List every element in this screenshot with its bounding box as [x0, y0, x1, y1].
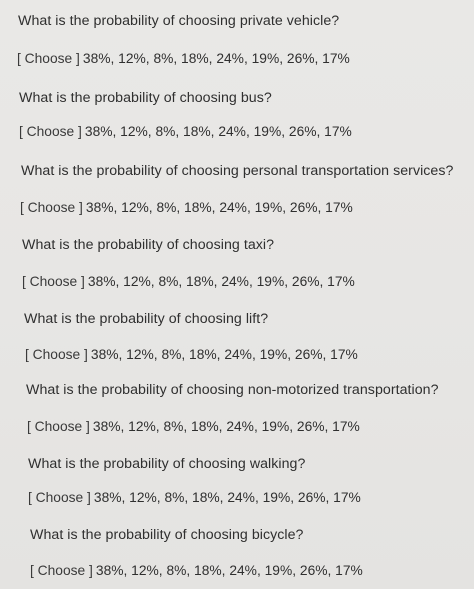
answer-dropdown[interactable]: [ Choose ] 38%, 12%, 8%, 18%, 24%, 19%, 2…	[27, 418, 360, 436]
answer-dropdown[interactable]: [ Choose ] 38%, 12%, 8%, 18%, 24%, 19%, 2…	[30, 562, 363, 580]
dropdown-choose-label: [ Choose ]	[17, 51, 80, 66]
dropdown-options-text: 38%, 12%, 8%, 18%, 24%, 19%, 26%, 17%	[90, 347, 358, 362]
dropdown-options-text: 38%, 12%, 8%, 18%, 24%, 19%, 26%, 17%	[85, 200, 353, 215]
answer-dropdown[interactable]: [ Choose ] 38%, 12%, 8%, 18%, 24%, 19%, 2…	[22, 273, 355, 291]
dropdown-options-text: 38%, 12%, 8%, 18%, 24%, 19%, 26%, 17%	[93, 490, 361, 505]
dropdown-options-text: 38%, 12%, 8%, 18%, 24%, 19%, 26%, 17%	[84, 124, 352, 139]
question-text: What is the probability of choosing lift…	[24, 311, 269, 327]
dropdown-choose-label: [ Choose ]	[19, 124, 82, 139]
answer-dropdown[interactable]: [ Choose ] 38%, 12%, 8%, 18%, 24%, 19%, 2…	[28, 489, 361, 507]
question-text: What is the probability of choosing bus?	[19, 90, 272, 106]
question-text: What is the probability of choosing pers…	[21, 163, 454, 179]
dropdown-choose-label: [ Choose ]	[20, 200, 83, 215]
dropdown-options-text: 38%, 12%, 8%, 18%, 24%, 19%, 26%, 17%	[87, 274, 355, 289]
answer-dropdown[interactable]: [ Choose ] 38%, 12%, 8%, 18%, 24%, 19%, 2…	[19, 123, 352, 141]
dropdown-choose-label: [ Choose ]	[22, 274, 85, 289]
answer-dropdown[interactable]: [ Choose ] 38%, 12%, 8%, 18%, 24%, 19%, 2…	[17, 50, 350, 68]
question-text: What is the probability of choosing priv…	[18, 13, 340, 29]
dropdown-options-text: 38%, 12%, 8%, 18%, 24%, 19%, 26%, 17%	[82, 51, 350, 66]
question-text: What is the probability of choosing bicy…	[30, 527, 304, 543]
answer-dropdown[interactable]: [ Choose ] 38%, 12%, 8%, 18%, 24%, 19%, 2…	[20, 199, 353, 217]
question-text: What is the probability of choosing walk…	[28, 456, 306, 472]
dropdown-options-text: 38%, 12%, 8%, 18%, 24%, 19%, 26%, 17%	[92, 419, 360, 434]
dropdown-choose-label: [ Choose ]	[27, 419, 90, 434]
question-text: What is the probability of choosing non-…	[26, 382, 439, 398]
question-text: What is the probability of choosing taxi…	[22, 237, 275, 253]
answer-dropdown[interactable]: [ Choose ] 38%, 12%, 8%, 18%, 24%, 19%, 2…	[25, 346, 358, 364]
dropdown-choose-label: [ Choose ]	[30, 563, 93, 578]
dropdown-choose-label: [ Choose ]	[25, 347, 88, 362]
dropdown-options-text: 38%, 12%, 8%, 18%, 24%, 19%, 26%, 17%	[95, 563, 363, 578]
dropdown-choose-label: [ Choose ]	[28, 490, 91, 505]
